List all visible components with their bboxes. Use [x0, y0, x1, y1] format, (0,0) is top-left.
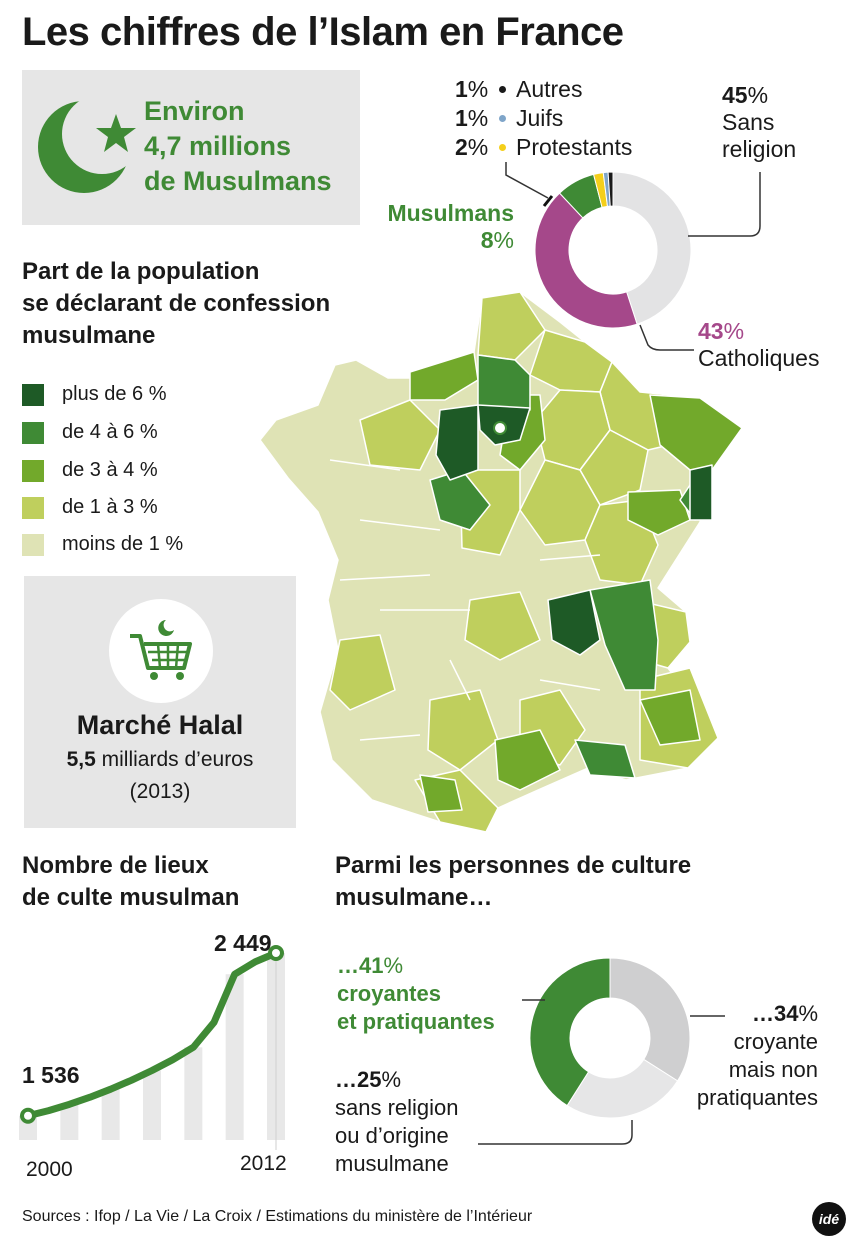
culture-title-line2: musulmane… [335, 884, 493, 911]
pratiquantes-label: …41% croyantes et pratiquantes [337, 953, 495, 1034]
halal-title: Marché Halal [76, 710, 244, 740]
sans-religion-leader [478, 1120, 633, 1145]
map-legend-item: de 3 à 4 % [22, 459, 158, 482]
sans-religion-culture-label: …25% sans religion ou d’origine musulman… [335, 1067, 459, 1176]
places-point-2012 [268, 945, 284, 962]
places-end-year: 2012 [240, 1152, 287, 1175]
legend-row-protestants: 2% Protestants [455, 134, 633, 160]
places-start-year: 2000 [26, 1158, 73, 1181]
places-bar-2010 [225, 974, 244, 1140]
map-legend-item: plus de 6 % [22, 383, 167, 406]
headline-line1: Environ [144, 96, 245, 126]
culture-slice-1 [609, 957, 691, 1082]
muslims-count-box: Environ 4,7 millions de Musulmans [22, 70, 360, 225]
places-bar-2004 [101, 1089, 120, 1140]
places-end-value: 2 449 [214, 930, 272, 956]
places-bar-2002 [60, 1104, 79, 1140]
headline-line2: 4,7 millions [144, 131, 292, 161]
religion-slice-1 [534, 192, 638, 329]
map-title-line3: musulmane [22, 322, 156, 349]
places-line [24, 949, 280, 1120]
map-legend-item: de 4 à 6 % [22, 421, 158, 444]
juifs-dot [499, 115, 506, 122]
places-bar-2006 [143, 1070, 161, 1140]
map-legend-item: de 1 à 3 % [22, 496, 158, 519]
non-pratiquantes-label: …34% croyante mais non pratiquantes [696, 1001, 818, 1110]
small-slices-leader [505, 162, 549, 199]
religion-slice-0 [612, 171, 692, 325]
places-bar-2008 [184, 1047, 203, 1140]
legend-row-autres: 1% Autres [455, 76, 583, 102]
map-title-line2: se déclarant de confession [22, 290, 331, 317]
halal-amount: 5,5 milliards d’euros [66, 748, 254, 771]
protestants-dot [499, 144, 506, 151]
culture-slice-2 [566, 1058, 679, 1119]
crescent-star-icon [38, 101, 136, 193]
catholiques-leader [639, 324, 694, 351]
map-title-line1: Part de la population [22, 258, 260, 285]
headline-line3: de Musulmans [144, 166, 332, 196]
religion-donut-chart [505, 162, 761, 351]
places-title-line1: Nombre de lieux [22, 852, 209, 879]
small-slices-tick [542, 195, 554, 207]
legend-row-juifs: 1% Juifs [455, 105, 564, 131]
catholiques-label: 43% Catholiques [698, 318, 820, 371]
ide-logo: idé [812, 1202, 846, 1236]
halal-year: (2013) [129, 780, 191, 803]
religion-slice-5 [607, 171, 614, 207]
places-point-2000 [20, 1107, 36, 1124]
culture-title-line1: Parmi les personnes de culture [335, 852, 692, 879]
places-title-line2: de culte musulman [22, 884, 240, 911]
musulmans-label: Musulmans 8% [387, 200, 514, 253]
sans-religion-label: 45% Sans religion [722, 82, 797, 162]
page-title: Les chiffres de l’Islam en France [22, 10, 624, 54]
shopping-cart-crescent-icon [109, 599, 213, 703]
places-start-value: 1 536 [22, 1062, 80, 1088]
culture-slice-0 [529, 957, 611, 1107]
halal-market-box: Marché Halal 5,5 milliards d’euros (2013… [24, 576, 296, 828]
map-legend-item: moins de 1 % [22, 533, 183, 556]
sources-footer: Sources : Ifop / La Vie / La Croix / Est… [22, 1208, 533, 1225]
autres-dot [499, 86, 506, 93]
sans-religion-leader [688, 172, 761, 237]
